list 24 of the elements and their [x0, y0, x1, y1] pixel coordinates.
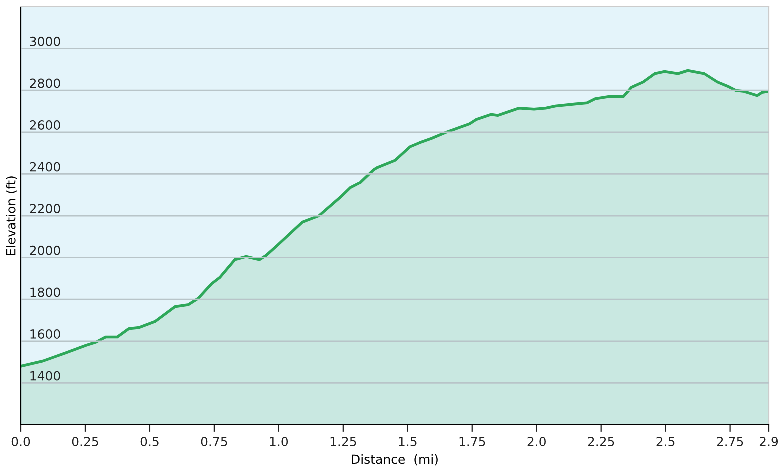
x-tick-label: 1.75	[460, 437, 486, 446]
x-tick-label: 1.5	[399, 437, 417, 446]
y-tick-label: 3000	[30, 36, 60, 46]
x-tick-label: 2.75	[717, 437, 744, 446]
x-tick-label: 2.9	[760, 437, 778, 446]
x-axis-title: Distance (mi)	[352, 454, 438, 466]
x-tick-label: 0.5	[140, 437, 159, 446]
x-tick-label: 2.0	[528, 437, 546, 446]
y-tick-label: 2200	[30, 204, 60, 214]
x-tick-label: 1.25	[330, 437, 356, 446]
y-tick-label: 2800	[30, 78, 60, 88]
y-tick-label: 2000	[30, 246, 60, 256]
y-tick-label: 1400	[30, 371, 60, 381]
x-tick-label: 0.75	[201, 437, 228, 446]
x-tick-label: 1.0	[270, 437, 288, 446]
y-tick-label: 1800	[30, 288, 60, 298]
y-tick-label: 2600	[30, 120, 60, 130]
x-tick-label: 2.25	[588, 437, 614, 446]
y-tick-label: 2400	[30, 162, 60, 172]
x-tick-label: 0.0	[12, 437, 30, 446]
x-tick-label: 0.25	[72, 437, 98, 446]
y-axis-title: Elevation (ft)	[6, 176, 18, 256]
x-tick-label: 2.5	[656, 437, 675, 446]
y-tick-label: 1600	[30, 330, 60, 339]
